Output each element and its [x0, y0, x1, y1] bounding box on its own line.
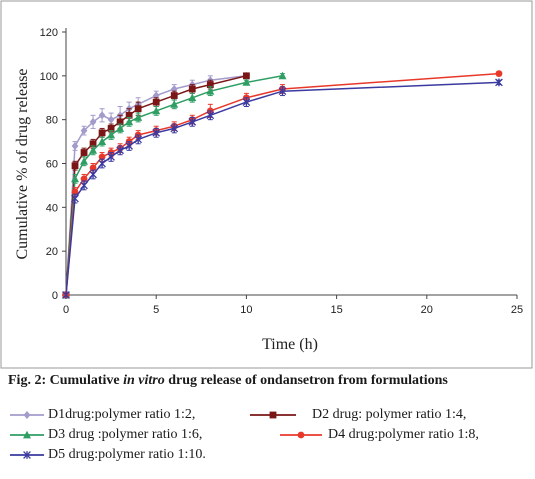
data-point-d2 [98, 129, 106, 137]
x-tick-label: 15 [330, 304, 342, 316]
data-point-d5 [116, 146, 124, 155]
x-tick-label: 0 [63, 304, 69, 316]
x-tick-label: 5 [153, 304, 159, 316]
x-tick-label: 10 [240, 304, 252, 316]
data-point-d1 [89, 117, 97, 126]
legend-marker-d3 [10, 430, 44, 439]
data-point-d3 [80, 157, 89, 165]
data-point-d5 [62, 291, 70, 299]
y-tick-label: 20 [46, 246, 58, 258]
legend-marker-shape [297, 431, 305, 439]
y-tick-label: 60 [46, 159, 58, 171]
legend-marker-d4 [280, 431, 322, 439]
data-point-d2 [80, 149, 88, 156]
caption-italic: in vitro [123, 373, 165, 388]
figure-caption: Fig. 2: Cumulative in vitro drug release… [8, 372, 528, 389]
series-layer [62, 70, 503, 299]
y-tick-label: 100 [40, 71, 58, 83]
data-point-d3 [242, 78, 251, 86]
x-tick-label: 20 [421, 304, 433, 316]
data-point-d1 [80, 126, 88, 135]
data-point-d2 [152, 98, 160, 106]
data-point-d2 [206, 81, 214, 88]
release-chart: 0 20 40 60 80 100 120 0 5 10 15 20 25 Cumulative % o… [0, 0, 533, 369]
legend-label-d4: D4 drug:polymer ratio 1:8, [328, 427, 479, 442]
legend-label-d5: D5 drug:polymer ratio 1:10. [48, 447, 206, 462]
data-point-d1 [107, 115, 115, 124]
y-tick-label: 120 [40, 27, 58, 39]
data-point-d5 [134, 135, 143, 144]
data-point-d2 [89, 140, 97, 148]
data-point-d3 [152, 106, 161, 115]
data-point-d5 [170, 124, 179, 133]
legend-label-d3: D3 drug :polymer ratio 1:6, [48, 427, 203, 442]
data-point-d5 [152, 128, 161, 137]
series-d5 [62, 78, 503, 299]
data-point-d4 [495, 70, 503, 78]
legend-marker-d2 [250, 411, 296, 419]
data-point-d3 [134, 113, 143, 121]
legend-marker-shape [23, 411, 31, 419]
data-point-d1 [98, 111, 106, 120]
legend-label-d2: D2 drug: polymer ratio 1:4, [312, 407, 467, 422]
series-line-d4 [65, 72, 500, 296]
series-line-d5 [65, 81, 500, 296]
data-point-d3 [89, 146, 98, 154]
data-point-d3 [278, 71, 287, 80]
legend-item-d4: D4 drug:polymer ratio 1:8, [278, 426, 530, 444]
x-axis-title: Time (h) [262, 336, 318, 353]
legend-item-d2: D2 drug: polymer ratio 1:4, [248, 406, 530, 424]
data-point-d2 [107, 125, 115, 132]
data-point-d3 [188, 93, 197, 102]
y-tick-label: 80 [46, 115, 58, 127]
caption-prefix: Fig. 2: Cumulative [8, 373, 124, 388]
y-axis-title: Cumulative % of drug release [14, 68, 31, 259]
series-d3 [62, 71, 287, 299]
data-point-d2 [188, 85, 196, 93]
legend-item-d3: D3 drug :polymer ratio 1:6, [8, 426, 268, 444]
data-point-d5 [80, 181, 88, 190]
data-point-d3 [116, 124, 125, 132]
data-point-d2 [170, 92, 178, 99]
legend-marker-d5 [10, 451, 44, 459]
data-point-d5 [495, 78, 503, 87]
legend-item-d1: D1drug:polymer ratio 1:2, [8, 406, 258, 424]
legend-marker-d1 [10, 411, 44, 419]
y-tick-label: 40 [46, 202, 58, 214]
legend-label-d1: D1drug:polymer ratio 1:2, [48, 407, 196, 422]
chart-axes: 0 20 40 60 80 100 120 0 5 10 15 20 25 [40, 27, 523, 316]
legend-item-d5: D5 drug:polymer ratio 1:10. [8, 446, 308, 464]
legend-marker-shape [269, 411, 277, 419]
data-point-d5 [278, 87, 287, 96]
data-point-d2 [116, 118, 124, 126]
data-point-d3 [125, 117, 134, 126]
data-point-d3 [107, 130, 116, 139]
legend-marker-shape [23, 430, 31, 439]
data-point-d1 [71, 141, 79, 150]
data-point-d5 [71, 194, 79, 203]
data-point-d5 [107, 153, 115, 161]
data-point-d5 [242, 98, 251, 107]
caption-suffix: drug release of ondansetron from formula… [164, 373, 448, 388]
data-point-d5 [206, 111, 215, 120]
y-tick-label: 0 [52, 290, 58, 302]
data-point-d5 [98, 159, 106, 168]
data-point-d5 [125, 142, 133, 150]
data-point-d2 [243, 72, 250, 80]
data-point-d3 [206, 86, 215, 95]
x-tick-label: 25 [511, 304, 523, 316]
legend-marker-shape [23, 451, 31, 459]
data-point-d2 [71, 162, 79, 170]
series-d4 [62, 70, 503, 299]
data-point-d5 [188, 117, 197, 126]
data-point-d3 [170, 100, 179, 108]
data-point-d5 [89, 170, 97, 179]
data-point-d3 [98, 137, 107, 145]
plot-frame [0, 0, 533, 369]
series-d2 [62, 72, 250, 299]
data-point-d3 [71, 174, 80, 183]
data-point-d2 [125, 111, 133, 119]
data-point-d2 [134, 105, 142, 113]
